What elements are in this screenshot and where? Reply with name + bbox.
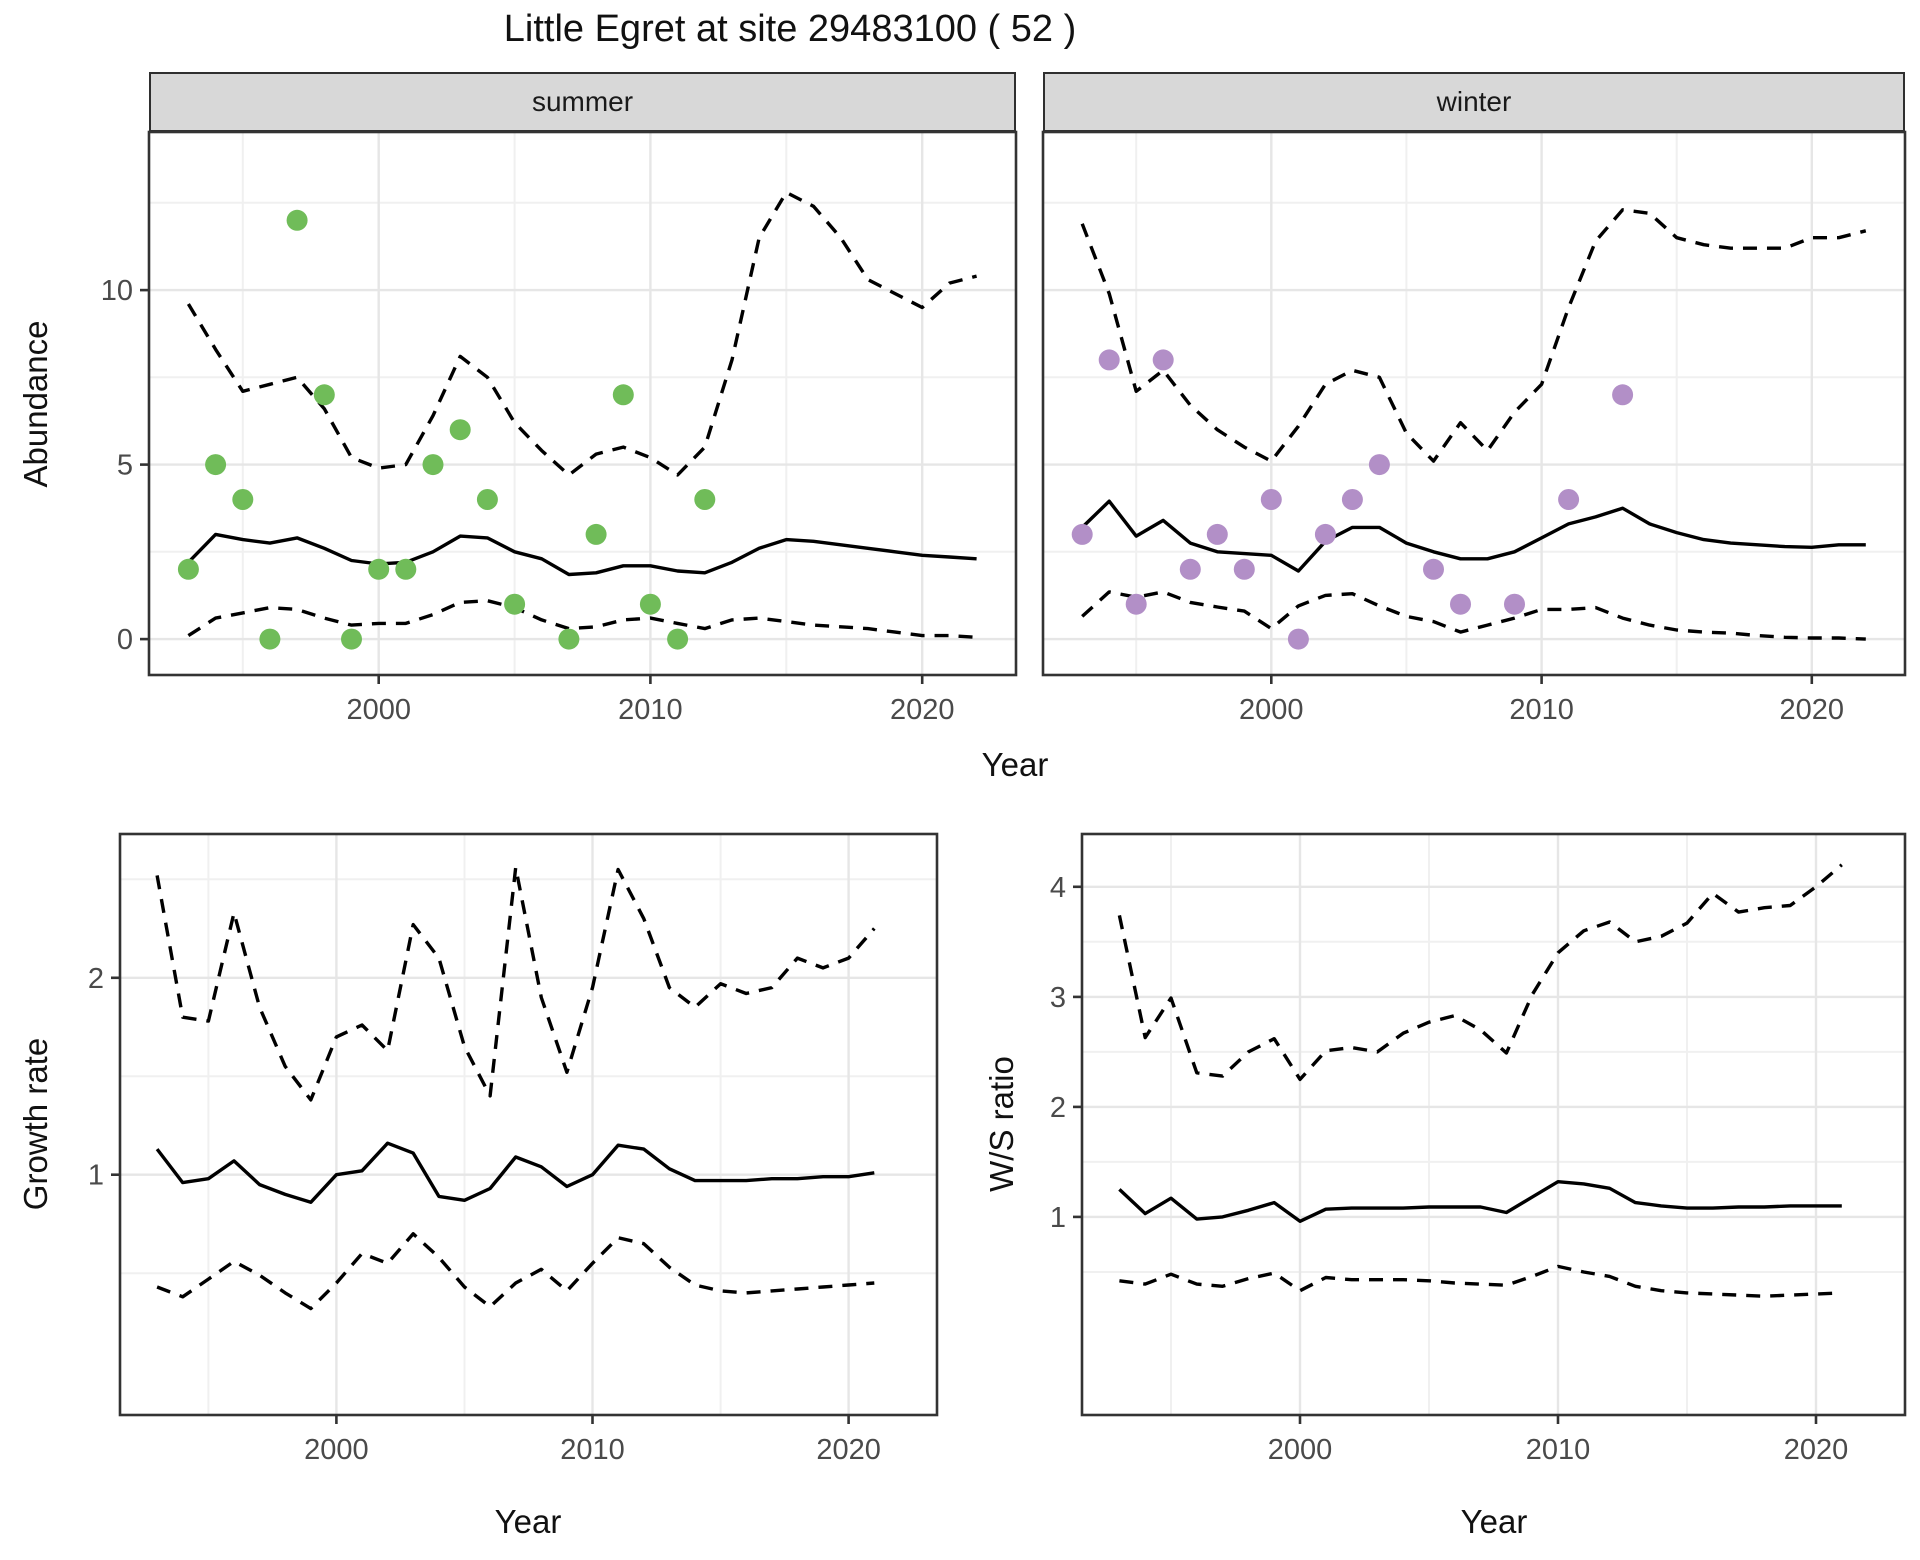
svg-text:2010: 2010 [1526,1434,1591,1466]
svg-text:2010: 2010 [560,1434,625,1466]
x-axis-label-year-top: Year [981,746,1049,783]
svg-text:2000: 2000 [1239,694,1304,726]
y-axis-label-abundance: Abundance [17,320,54,488]
svg-text:2020: 2020 [1780,694,1845,726]
growth-rate-plot: 2000 2010 2020 1 2 [88,832,939,1466]
svg-text:1: 1 [1050,1202,1066,1234]
svg-text:2010: 2010 [618,694,683,726]
svg-text:0: 0 [117,624,133,656]
svg-text:2020: 2020 [1784,1434,1849,1466]
svg-text:2: 2 [1050,1092,1066,1124]
svg-text:2000: 2000 [1268,1434,1333,1466]
x-axis-label-year-growth: Year [494,1503,562,1540]
summer-abundance-plot: 2000 2010 2020 0 5 10 [101,130,1018,726]
svg-text:3: 3 [1050,982,1066,1014]
svg-text:5: 5 [117,450,133,482]
svg-text:2: 2 [88,963,104,995]
facet-strip-winter: winter [1043,72,1905,132]
facet-strip-summer: summer [149,72,1016,132]
svg-text:2010: 2010 [1509,694,1574,726]
ws-ratio-plot: 2000 2010 2020 1 2 3 4 [1050,832,1907,1466]
svg-text:4: 4 [1050,872,1066,904]
svg-text:2000: 2000 [346,694,411,726]
svg-text:2000: 2000 [304,1434,369,1466]
winter-abundance-plot: 2000 2010 2020 [1041,130,1907,726]
x-axis-label-year-ws: Year [1460,1503,1528,1540]
chart-title: Little Egret at site 29483100 ( 52 ) [503,8,1077,50]
svg-text:1: 1 [88,1160,104,1192]
svg-text:2020: 2020 [890,694,955,726]
svg-text:2020: 2020 [816,1434,881,1466]
svg-text:10: 10 [101,275,133,307]
